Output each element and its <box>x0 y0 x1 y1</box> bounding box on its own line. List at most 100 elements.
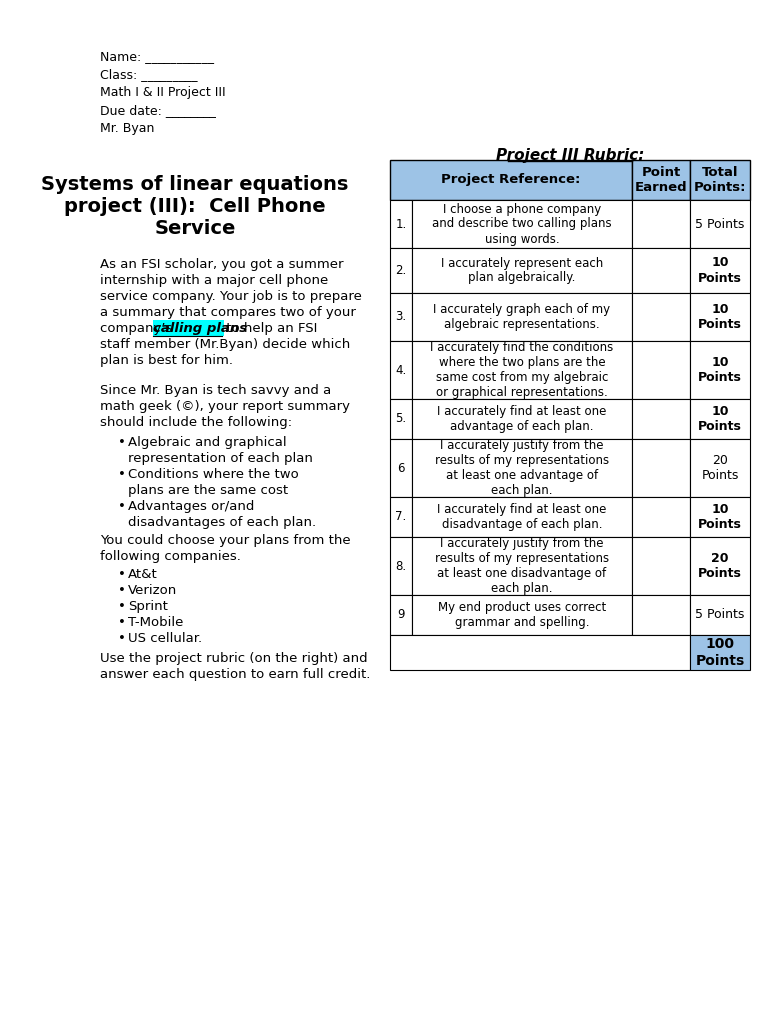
Text: 3.: 3. <box>396 310 407 324</box>
FancyBboxPatch shape <box>390 635 690 670</box>
Text: plans are the same cost: plans are the same cost <box>128 484 288 497</box>
FancyBboxPatch shape <box>632 200 690 248</box>
FancyBboxPatch shape <box>390 595 412 635</box>
Text: I accurately find the conditions
where the two plans are the
same cost from my a: I accurately find the conditions where t… <box>430 341 614 399</box>
Text: Project III Rubric:: Project III Rubric: <box>496 148 644 163</box>
FancyBboxPatch shape <box>390 200 412 248</box>
Text: •: • <box>118 436 126 449</box>
FancyBboxPatch shape <box>632 341 690 399</box>
Text: Algebraic and graphical: Algebraic and graphical <box>128 436 286 449</box>
Text: Project Reference:: Project Reference: <box>441 173 581 186</box>
FancyBboxPatch shape <box>412 497 632 537</box>
Text: plan is best for him.: plan is best for him. <box>100 354 233 367</box>
Text: I choose a phone company
and describe two calling plans
using words.: I choose a phone company and describe tw… <box>432 203 612 246</box>
Text: •: • <box>118 632 126 645</box>
FancyBboxPatch shape <box>632 248 690 293</box>
Text: 5.: 5. <box>396 413 407 426</box>
Text: •: • <box>118 500 126 513</box>
Text: •: • <box>118 584 126 597</box>
Text: 1.: 1. <box>395 217 407 230</box>
Text: Math I & II Project III: Math I & II Project III <box>100 86 226 99</box>
FancyBboxPatch shape <box>390 160 632 200</box>
Text: 9: 9 <box>397 608 405 622</box>
FancyBboxPatch shape <box>632 399 690 439</box>
Text: 4.: 4. <box>395 364 407 377</box>
FancyBboxPatch shape <box>390 399 412 439</box>
Text: US cellular.: US cellular. <box>128 632 202 645</box>
Text: Sprint: Sprint <box>128 600 168 613</box>
FancyBboxPatch shape <box>412 399 632 439</box>
FancyBboxPatch shape <box>632 293 690 341</box>
FancyBboxPatch shape <box>412 439 632 497</box>
Text: My end product uses correct
grammar and spelling.: My end product uses correct grammar and … <box>438 601 606 629</box>
Text: I accurately find at least one
advantage of each plan.: I accurately find at least one advantage… <box>437 406 607 433</box>
Text: 20
Points: 20 Points <box>698 552 742 580</box>
Text: I accurately justify from the
results of my representations
at least one disadva: I accurately justify from the results of… <box>435 537 609 595</box>
Text: 7.: 7. <box>395 511 407 523</box>
Text: disadvantages of each plan.: disadvantages of each plan. <box>128 516 316 529</box>
Text: following companies.: following companies. <box>100 550 241 563</box>
FancyBboxPatch shape <box>690 439 750 497</box>
Text: Use the project rubric (on the right) and: Use the project rubric (on the right) an… <box>100 652 367 665</box>
FancyBboxPatch shape <box>412 248 632 293</box>
FancyBboxPatch shape <box>390 293 412 341</box>
Text: •: • <box>118 616 126 629</box>
Text: •: • <box>118 468 126 481</box>
FancyBboxPatch shape <box>632 439 690 497</box>
Text: 2.: 2. <box>395 264 407 278</box>
Text: •: • <box>118 568 126 581</box>
Text: calling plans: calling plans <box>153 322 247 335</box>
Text: I accurately graph each of my
algebraic representations.: I accurately graph each of my algebraic … <box>434 303 611 331</box>
Text: 10
Points: 10 Points <box>698 303 742 331</box>
FancyBboxPatch shape <box>632 537 690 595</box>
Text: 100
Points: 100 Points <box>695 637 745 668</box>
Text: As an FSI scholar, you got a summer: As an FSI scholar, you got a summer <box>100 258 343 271</box>
Text: Class: _________: Class: _________ <box>100 68 197 81</box>
FancyBboxPatch shape <box>690 341 750 399</box>
Text: 10
Points: 10 Points <box>698 406 742 433</box>
Text: math geek (©), your report summary: math geek (©), your report summary <box>100 400 350 413</box>
Text: Conditions where the two: Conditions where the two <box>128 468 299 481</box>
FancyBboxPatch shape <box>632 497 690 537</box>
FancyBboxPatch shape <box>412 293 632 341</box>
Text: At&t: At&t <box>128 568 158 581</box>
Text: I accurately justify from the
results of my representations
at least one advanta: I accurately justify from the results of… <box>435 439 609 497</box>
Text: to help an FSI: to help an FSI <box>223 322 318 335</box>
Text: Mr. Byan: Mr. Byan <box>100 122 154 135</box>
FancyBboxPatch shape <box>632 595 690 635</box>
Text: internship with a major cell phone: internship with a major cell phone <box>100 274 328 287</box>
Text: 5 Points: 5 Points <box>695 217 745 230</box>
FancyBboxPatch shape <box>412 341 632 399</box>
Text: should include the following:: should include the following: <box>100 416 292 429</box>
Text: 5 Points: 5 Points <box>695 608 745 622</box>
FancyBboxPatch shape <box>690 160 750 200</box>
FancyBboxPatch shape <box>632 160 690 200</box>
FancyBboxPatch shape <box>690 595 750 635</box>
Text: You could choose your plans from the: You could choose your plans from the <box>100 534 350 547</box>
FancyBboxPatch shape <box>412 537 632 595</box>
Text: a summary that compares two of your: a summary that compares two of your <box>100 306 356 319</box>
FancyBboxPatch shape <box>690 635 750 670</box>
Text: I accurately find at least one
disadvantage of each plan.: I accurately find at least one disadvant… <box>437 503 607 531</box>
FancyBboxPatch shape <box>412 200 632 248</box>
FancyBboxPatch shape <box>690 248 750 293</box>
Text: 10
Points: 10 Points <box>698 356 742 384</box>
FancyBboxPatch shape <box>153 319 224 336</box>
FancyBboxPatch shape <box>690 537 750 595</box>
Text: 10
Points: 10 Points <box>698 256 742 285</box>
Text: service company. Your job is to prepare: service company. Your job is to prepare <box>100 290 362 303</box>
Text: 6: 6 <box>397 462 405 474</box>
Text: 8.: 8. <box>396 559 407 572</box>
Text: 10
Points: 10 Points <box>698 503 742 531</box>
FancyBboxPatch shape <box>412 595 632 635</box>
Text: Name: ___________: Name: ___________ <box>100 50 214 63</box>
FancyBboxPatch shape <box>690 399 750 439</box>
Text: T-Mobile: T-Mobile <box>128 616 183 629</box>
Text: •: • <box>118 600 126 613</box>
Text: company’s: company’s <box>100 322 176 335</box>
Text: I accurately represent each
plan algebraically.: I accurately represent each plan algebra… <box>441 256 603 285</box>
Text: Since Mr. Byan is tech savvy and a: Since Mr. Byan is tech savvy and a <box>100 384 331 397</box>
Text: Verizon: Verizon <box>128 584 177 597</box>
FancyBboxPatch shape <box>390 439 412 497</box>
FancyBboxPatch shape <box>690 200 750 248</box>
